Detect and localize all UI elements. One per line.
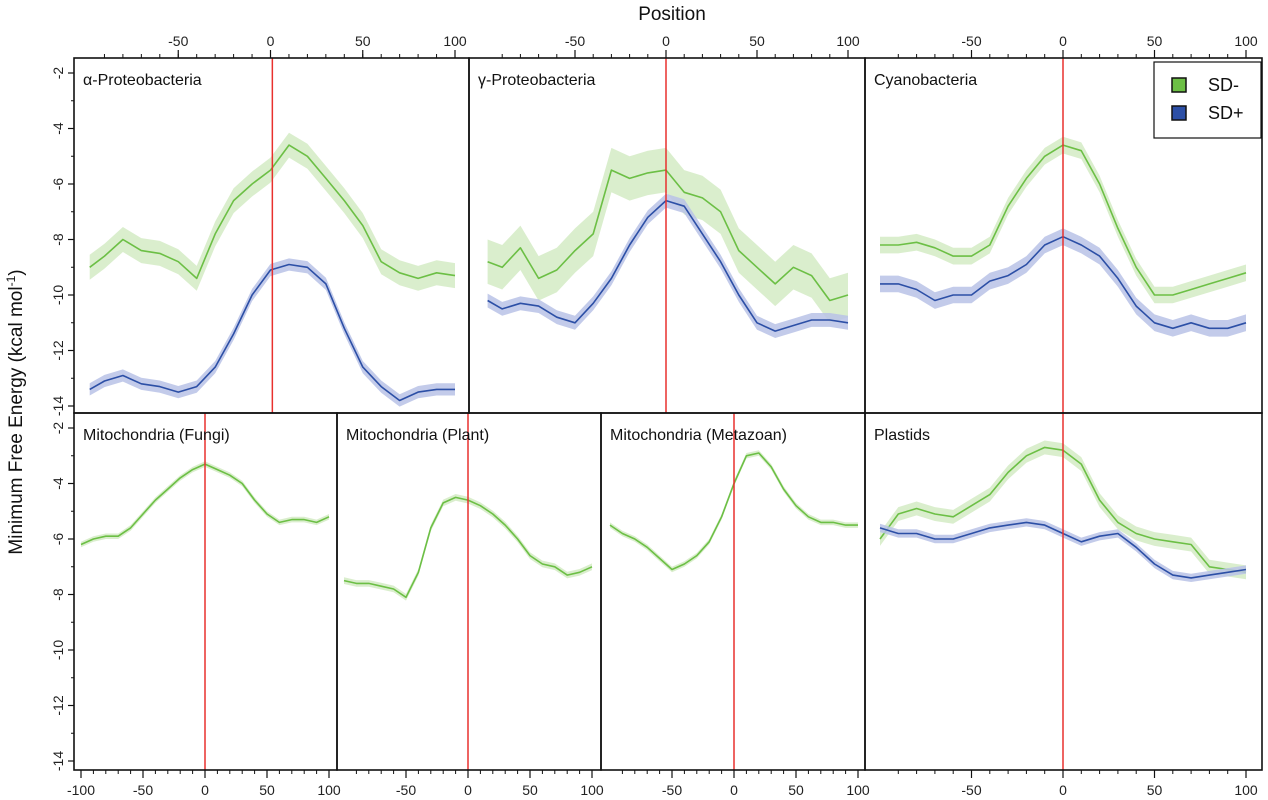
panel-1: α-Proteobacteria bbox=[83, 58, 456, 413]
panel-frame bbox=[336, 412, 602, 771]
series-line-sdplus bbox=[89, 263, 455, 402]
x-tick-label: 100 bbox=[1234, 782, 1258, 798]
x-tick-label: -50 bbox=[961, 33, 981, 49]
legend-swatch-sd-minus bbox=[1171, 77, 1187, 93]
x-tick-label: -50 bbox=[662, 782, 682, 798]
x-tick-label: 50 bbox=[259, 782, 275, 798]
confidence-band-sdplus bbox=[880, 228, 1246, 337]
panel-5: Mitochondria (Plant) bbox=[343, 413, 593, 770]
panel-title: Plastids bbox=[874, 427, 930, 444]
x-tick-label: 50 bbox=[522, 782, 538, 798]
panel-title: Mitochondria (Metazoan) bbox=[610, 427, 787, 444]
y-tick-label: -14 bbox=[50, 751, 66, 771]
panel-6: Mitochondria (Metazoan) bbox=[609, 413, 858, 770]
legend-label-sd-minus: SD- bbox=[1208, 75, 1239, 95]
y-axis-title: Minimum Free Energy (kcal mol-1) bbox=[4, 269, 27, 554]
legend-box bbox=[1153, 61, 1262, 139]
y-tick-label: -8 bbox=[50, 233, 66, 246]
x-tick-label: -50 bbox=[961, 782, 981, 798]
x-axis-title-top: Position bbox=[638, 4, 706, 25]
x-tick-label: 0 bbox=[201, 782, 209, 798]
x-tick-label: 0 bbox=[730, 782, 738, 798]
panel-title: Cyanobacteria bbox=[874, 72, 977, 89]
y-tick-label: -10 bbox=[50, 285, 66, 305]
panel-frame bbox=[600, 412, 866, 771]
x-tick-label: 50 bbox=[1147, 33, 1163, 49]
x-tick-label: -50 bbox=[133, 782, 153, 798]
x-tick-label: 0 bbox=[464, 782, 472, 798]
x-tick-label: -100 bbox=[67, 782, 95, 798]
y-axis-title-text: Minimum Free Energy (kcal mol bbox=[6, 286, 27, 554]
panel-2: γ-Proteobacteria bbox=[478, 58, 849, 413]
y-tick-label: -2 bbox=[50, 67, 66, 80]
x-tick-label: -50 bbox=[396, 782, 416, 798]
panel-title: α-Proteobacteria bbox=[83, 72, 202, 89]
confidence-band-sdplus bbox=[487, 193, 848, 338]
panel-4: Mitochondria (Fungi) bbox=[80, 413, 330, 770]
x-tick-label: 100 bbox=[1234, 33, 1258, 49]
panels-layer: α-Proteobacteria γ-Proteobacteria Cyanobac… bbox=[80, 58, 1247, 770]
y-tick-label: -4 bbox=[50, 122, 66, 135]
x-tick-label: 0 bbox=[1059, 782, 1067, 798]
y-tick-label: -12 bbox=[50, 340, 66, 360]
y-axis-title-close: ) bbox=[6, 269, 27, 275]
y-tick-label: -8 bbox=[50, 588, 66, 601]
confidence-band-sdminus bbox=[880, 136, 1246, 304]
x-tick-label: 0 bbox=[662, 33, 670, 49]
x-tick-label: 100 bbox=[580, 782, 604, 798]
legend: SD- SD+ bbox=[1153, 61, 1262, 139]
y-tick-label: -12 bbox=[50, 695, 66, 715]
y-axis-title-sup: -1 bbox=[4, 275, 18, 286]
legend-label-sd-plus: SD+ bbox=[1208, 103, 1244, 123]
y-tick-label: -6 bbox=[50, 178, 66, 191]
x-tick-label: 50 bbox=[1147, 782, 1163, 798]
panel-7: Plastids bbox=[874, 413, 1247, 770]
series-line-sdminus bbox=[89, 144, 456, 280]
y-tick-label: -2 bbox=[50, 422, 66, 435]
y-tick-label: -10 bbox=[50, 640, 66, 660]
x-tick-label: 100 bbox=[836, 33, 860, 49]
confidence-band-sdminus bbox=[487, 147, 848, 323]
x-tick-label: -50 bbox=[168, 33, 188, 49]
panel-title: Mitochondria (Plant) bbox=[346, 427, 489, 444]
confidence-band-sdminus bbox=[880, 440, 1246, 580]
y-tick-label: -6 bbox=[50, 533, 66, 546]
x-tick-label: 50 bbox=[788, 782, 804, 798]
panel-3: Cyanobacteria bbox=[874, 58, 1247, 413]
y-tick-label: -14 bbox=[50, 396, 66, 416]
legend-swatch-sd-plus bbox=[1171, 105, 1187, 121]
confidence-band-sdplus bbox=[89, 258, 455, 407]
axes-layer: -50 0 50 100 -2 -4 -6 -8 -10 -12 -14 -50 0 50 100 -50 0 5… bbox=[50, 33, 1258, 798]
x-tick-label: 0 bbox=[1059, 33, 1067, 49]
x-tick-label: 50 bbox=[355, 33, 371, 49]
x-tick-label: -50 bbox=[565, 33, 585, 49]
panel-title: Mitochondria (Fungi) bbox=[83, 427, 230, 444]
x-tick-label: 50 bbox=[749, 33, 765, 49]
panel-frame bbox=[468, 57, 866, 414]
x-tick-label: 100 bbox=[846, 782, 870, 798]
x-tick-label: 100 bbox=[443, 33, 467, 49]
x-tick-label: 0 bbox=[267, 33, 275, 49]
panel-title: γ-Proteobacteria bbox=[478, 72, 595, 89]
x-tick-label: 100 bbox=[317, 782, 341, 798]
confidence-band-sdminus bbox=[81, 461, 329, 548]
y-tick-label: -4 bbox=[50, 477, 66, 490]
